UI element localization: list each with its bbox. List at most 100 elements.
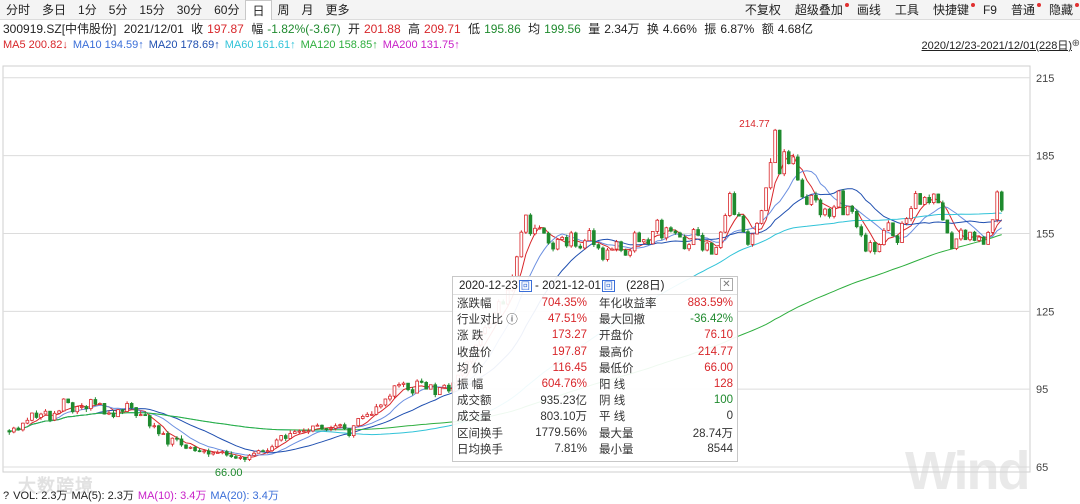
candle-body xyxy=(238,456,243,459)
range-label[interactable]: 2020/12/23-2021/12/01(228日) xyxy=(921,40,1072,52)
period-tab[interactable]: 60分 xyxy=(214,3,240,17)
candle-body xyxy=(98,403,102,405)
stats-row: 日均换手 7.81% 最小量 8544 xyxy=(453,441,737,457)
candle-body xyxy=(279,435,283,441)
toolbar-button[interactable]: 隐藏 xyxy=(1042,0,1080,20)
avg-label: 均 xyxy=(528,22,541,36)
candle-body xyxy=(986,232,990,245)
candle-body xyxy=(546,232,551,244)
candle-body xyxy=(161,433,166,435)
candle-body xyxy=(52,412,57,421)
candle-body xyxy=(682,236,687,250)
candle-body xyxy=(877,244,882,253)
candle-body xyxy=(782,151,787,175)
end-date[interactable]: 2021-12-01 xyxy=(542,280,601,292)
max-price-label: 214.77 xyxy=(739,119,770,130)
period-tab[interactable]: 30分 xyxy=(176,3,203,17)
stats-row: 涨 跌 173.27 开盘价 76.10 xyxy=(453,327,737,343)
candle-body xyxy=(21,422,25,431)
candle-body xyxy=(16,427,21,431)
stat-value: 0 xyxy=(726,410,733,423)
candle-body xyxy=(746,231,750,245)
stat-value: 197.87 xyxy=(551,345,587,358)
candle-body xyxy=(845,205,850,216)
candle-body xyxy=(777,129,782,175)
candle-body xyxy=(401,382,406,385)
candle-body xyxy=(193,446,197,452)
toolbar-button[interactable]: 工具 xyxy=(888,0,926,20)
candle-body xyxy=(152,425,157,428)
volume-legend-item: MA(10): 3.4万 xyxy=(137,490,207,502)
candle-body xyxy=(224,451,229,456)
candle-body xyxy=(637,232,641,243)
calendar-icon[interactable]: 回 xyxy=(601,280,615,292)
period-tab[interactable]: 更多 xyxy=(325,3,350,17)
candle-body xyxy=(406,382,410,391)
candle-body xyxy=(107,412,111,415)
period-tab[interactable]: 分时 xyxy=(6,3,31,17)
toolbar-button[interactable]: 超级叠加 xyxy=(788,0,850,20)
candle-body xyxy=(583,240,587,249)
close-icon[interactable]: ✕ xyxy=(720,278,733,291)
candle-body xyxy=(75,406,80,413)
period-tab[interactable]: 15分 xyxy=(139,3,165,17)
candle-body xyxy=(125,403,129,412)
candle-body xyxy=(360,416,365,419)
stat-value: 8544 xyxy=(707,442,733,455)
open-label: 开 xyxy=(347,22,360,36)
volume-legend-item: MA(20): 3.4万 xyxy=(210,490,279,502)
candle-body xyxy=(247,454,252,460)
candle-body xyxy=(886,222,891,231)
stat-value: 47.51% xyxy=(547,313,587,326)
vol-label: 量 xyxy=(588,22,601,36)
period-tab[interactable]: 日 xyxy=(245,0,272,20)
candle-body xyxy=(138,414,143,417)
candle-body xyxy=(614,241,619,250)
stock-code[interactable]: 300919.SZ[中伟股份] xyxy=(3,22,117,36)
candle-body xyxy=(732,193,737,215)
stat-value: 1779.56% xyxy=(535,426,587,439)
candle-body xyxy=(737,214,741,217)
period-tab[interactable]: 多日 xyxy=(42,3,67,17)
toolbar-button[interactable]: 普通 xyxy=(1004,0,1042,20)
calendar-icon[interactable]: 回 xyxy=(518,280,532,292)
candle-body xyxy=(981,236,986,245)
candle-body xyxy=(723,215,728,233)
candle-body xyxy=(832,206,836,217)
y-tick-label: 185 xyxy=(1036,151,1054,163)
candle-body xyxy=(428,384,433,390)
candle-body xyxy=(601,247,605,260)
candle-body xyxy=(728,193,732,216)
toolbar-button[interactable]: 不复权 xyxy=(738,0,788,20)
candle-body xyxy=(646,239,651,245)
toolbar-button[interactable]: 快捷键 xyxy=(926,0,976,20)
period-tab[interactable]: 5分 xyxy=(108,3,128,17)
ma-legend-item: MA60 161.61↑ xyxy=(224,39,296,51)
expand-icon[interactable]: ⊕ xyxy=(1071,38,1080,49)
candle-body xyxy=(356,418,361,427)
high-label: 高 xyxy=(408,22,421,36)
stat-label: 成交量 xyxy=(457,411,492,424)
candle-body xyxy=(179,438,184,446)
period-tab[interactable]: 周 xyxy=(277,3,290,17)
help-icon[interactable]: ? xyxy=(3,490,10,502)
turnover-label: 换 xyxy=(646,22,659,36)
candle-body xyxy=(383,398,388,406)
y-tick-label: 95 xyxy=(1036,384,1048,396)
candle-body xyxy=(827,208,832,217)
candle-body xyxy=(379,404,383,408)
toolbar-button[interactable]: F9 xyxy=(976,0,1004,20)
candle-body xyxy=(261,450,265,453)
start-date[interactable]: 2020-12-23 xyxy=(459,280,518,292)
candle-body xyxy=(437,387,442,396)
candle-body xyxy=(918,193,922,205)
candle-body xyxy=(93,399,98,405)
candle-body xyxy=(297,430,302,433)
period-tab[interactable]: 1分 xyxy=(78,3,97,17)
period-tab[interactable]: 月 xyxy=(301,3,314,17)
candle-body xyxy=(795,156,800,181)
stat-label: 涨跌幅 xyxy=(457,298,492,311)
toolbar-button-label: 工具 xyxy=(894,3,919,17)
toolbar-button[interactable]: 画线 xyxy=(850,0,888,20)
candle-body xyxy=(537,227,542,230)
